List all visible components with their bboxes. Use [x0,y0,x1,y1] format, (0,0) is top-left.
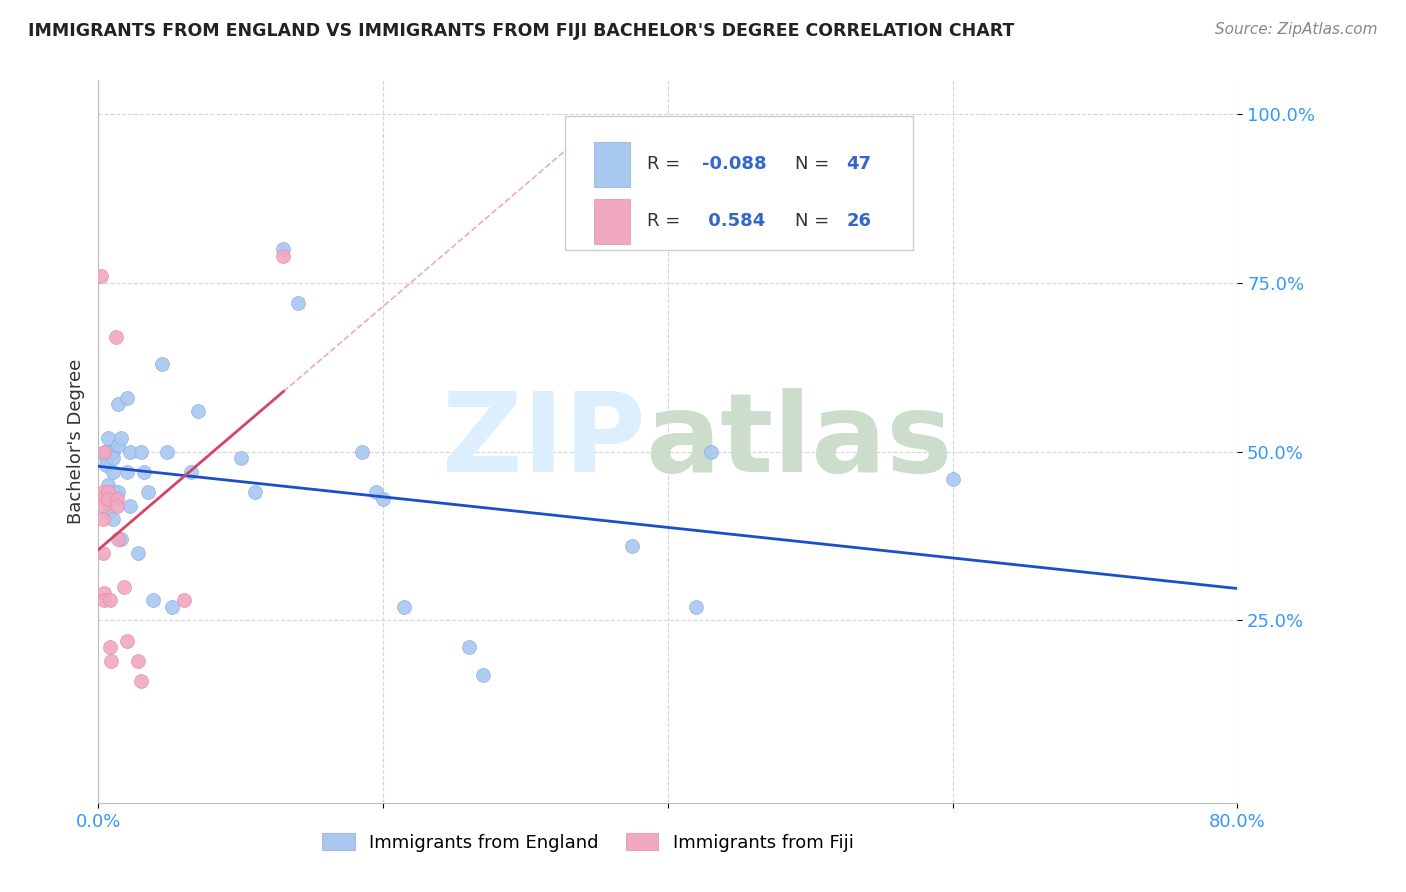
Point [97,505,120,519]
Point [373,491,395,506]
Point [93,586,115,600]
Point [136,485,159,500]
Point [91,485,114,500]
Point [129,444,152,458]
Point [107,397,129,411]
Point [180,465,202,479]
Point [94,451,117,466]
Point [173,593,195,607]
Text: N =: N = [796,212,835,230]
Point [97,491,120,506]
Point [127,546,149,560]
Point [118,444,141,458]
Text: R =: R = [647,212,686,230]
Point [243,485,266,500]
Point [105,491,128,506]
Text: N =: N = [796,155,835,173]
Point [621,539,644,553]
Point [104,330,127,344]
Text: ZIP: ZIP [441,388,645,495]
FancyBboxPatch shape [565,117,912,250]
Point [699,444,721,458]
Point [129,674,152,689]
Point [350,444,373,458]
Point [101,465,124,479]
Point [141,593,163,607]
Bar [593,199,630,244]
Point [98,640,121,655]
Point [112,580,135,594]
Point [127,654,149,668]
Point [97,478,120,492]
Point [394,599,416,614]
Point [457,640,479,655]
Point [101,451,124,466]
Point [94,444,117,458]
Point [93,593,115,607]
Point [942,472,965,486]
Point [101,512,124,526]
Point [97,444,120,458]
Point [110,533,132,547]
Point [132,465,155,479]
Point [115,391,138,405]
Point [152,357,174,371]
Point [90,269,112,284]
Text: IMMIGRANTS FROM ENGLAND VS IMMIGRANTS FROM FIJI BACHELOR'S DEGREE CORRELATION CH: IMMIGRANTS FROM ENGLAND VS IMMIGRANTS FR… [28,22,1015,40]
Point [101,444,124,458]
Point [287,296,309,310]
Text: R =: R = [647,155,686,173]
Text: Source: ZipAtlas.com: Source: ZipAtlas.com [1215,22,1378,37]
Point [93,444,115,458]
Point [94,458,117,472]
Point [100,654,122,668]
Point [94,444,117,458]
Text: -0.088: -0.088 [702,155,766,173]
Text: 0.584: 0.584 [702,212,765,230]
Point [98,593,121,607]
Point [118,499,141,513]
Text: atlas: atlas [645,388,952,495]
Point [101,485,124,500]
Y-axis label: Bachelor's Degree: Bachelor's Degree [66,359,84,524]
Point [273,249,295,263]
Point [107,438,129,452]
Point [471,667,494,681]
Point [107,533,129,547]
Point [156,444,179,458]
Point [91,491,114,506]
Point [364,485,387,500]
Point [162,599,184,614]
Point [229,451,252,466]
Point [110,431,132,445]
Point [107,485,129,500]
Point [115,465,138,479]
Legend: Immigrants from England, Immigrants from Fiji: Immigrants from England, Immigrants from… [315,826,860,859]
Point [91,512,114,526]
Point [91,546,114,560]
Point [94,485,117,500]
Point [273,242,295,256]
Point [187,404,209,418]
Point [91,499,114,513]
Point [105,499,128,513]
Point [115,633,138,648]
Point [97,485,120,500]
Text: 47: 47 [846,155,872,173]
Text: 26: 26 [846,212,872,230]
Point [97,431,120,445]
Bar [593,142,630,186]
Point [685,599,707,614]
